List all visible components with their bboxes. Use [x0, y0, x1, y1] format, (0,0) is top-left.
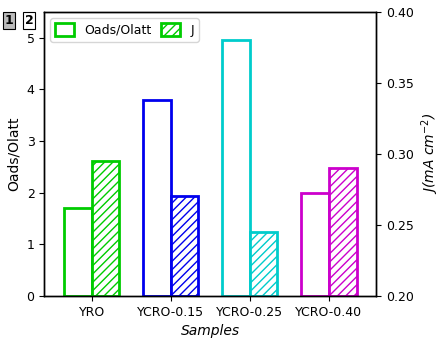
Y-axis label: Oads/Olatt: Oads/Olatt: [7, 117, 21, 191]
Text: 1: 1: [4, 14, 13, 27]
X-axis label: Samples: Samples: [181, 324, 240, 338]
Y-axis label: $J$(mA cm$^{-2}$): $J$(mA cm$^{-2}$): [419, 113, 441, 195]
Bar: [301, 193, 329, 296]
Legend: Oads/Olatt, J: Oads/Olatt, J: [51, 18, 199, 42]
Bar: [92, 161, 119, 296]
Bar: [222, 40, 250, 296]
Bar: [171, 196, 198, 296]
Text: 2: 2: [25, 14, 34, 27]
Bar: [64, 208, 92, 296]
Bar: [143, 100, 171, 296]
Bar: [329, 168, 357, 296]
Bar: [250, 232, 277, 296]
